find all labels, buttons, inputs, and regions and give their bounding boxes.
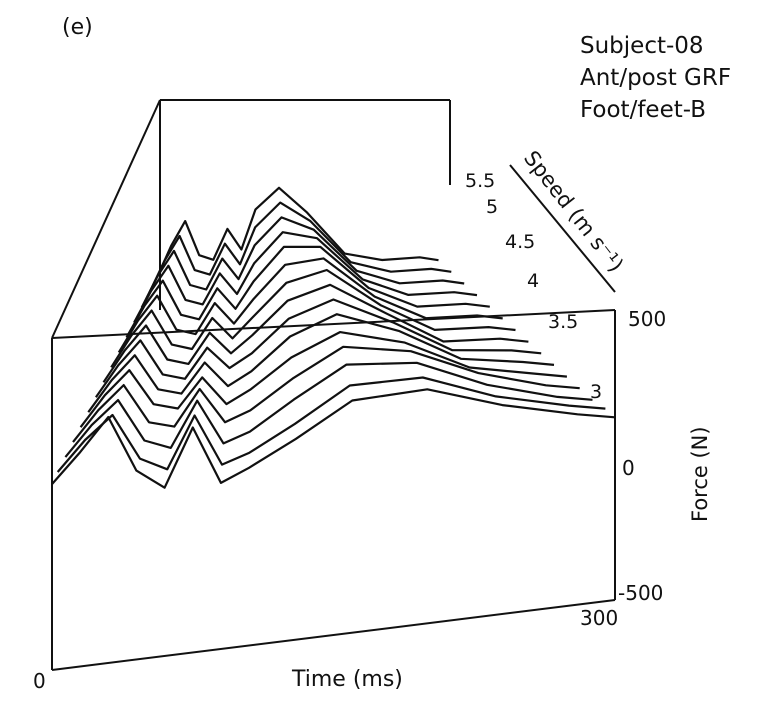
series-line-11 xyxy=(133,231,478,324)
speed-tick-label: 4 xyxy=(527,270,539,292)
measure-label: Ant/post GRF xyxy=(580,65,732,91)
series-line-3 xyxy=(72,345,580,443)
series-line-14 xyxy=(155,186,439,279)
speed-axis xyxy=(509,164,616,293)
subject-label: Subject-08 xyxy=(580,33,704,59)
series-line-2 xyxy=(64,361,593,458)
y-tick-label-0: 0 xyxy=(622,456,635,480)
series-line-0 xyxy=(51,388,616,489)
front-bottom-edge xyxy=(51,599,616,671)
speed-axis-label: Speed (m s⁻¹) xyxy=(519,146,628,276)
series-line-4 xyxy=(79,331,568,428)
series-line-8 xyxy=(110,268,516,368)
series-line-13 xyxy=(148,201,452,294)
plot-frame xyxy=(51,99,616,671)
series-line-1 xyxy=(56,376,606,473)
x-tick-label-0: 0 xyxy=(33,669,46,693)
panel-label: (e) xyxy=(62,15,93,40)
series-line-7 xyxy=(102,283,529,383)
speed-tick-label: 5.5 xyxy=(465,170,495,192)
y-tick-label-500: 500 xyxy=(628,307,666,331)
y-axis-label: Force (N) xyxy=(688,426,712,522)
foot-label: Foot/feet-B xyxy=(580,97,706,123)
speed-tick-label: 3 xyxy=(590,381,602,403)
speed-tick-label: 4.5 xyxy=(505,231,535,253)
left-depth-edge xyxy=(51,99,161,339)
series-line-10 xyxy=(125,245,490,338)
speed-tick-label: 5 xyxy=(486,196,498,218)
speed-tick-labels: 3 3.5 4 4.5 5 5.5 xyxy=(465,170,602,403)
series-line-6 xyxy=(94,298,542,398)
y-tick-label-minus-500: -500 xyxy=(618,581,663,605)
series-line-12 xyxy=(140,216,465,308)
series-line-5 xyxy=(87,313,555,413)
x-tick-label-300: 300 xyxy=(580,606,618,630)
x-axis-label: Time (ms) xyxy=(291,667,403,692)
speed-tick-label: 3.5 xyxy=(548,311,578,333)
front-top-edge xyxy=(51,309,616,339)
info-block: Subject-08 Ant/post GRF Foot/feet-B xyxy=(580,30,731,126)
series-line-9 xyxy=(117,257,503,353)
series-layer xyxy=(51,186,616,489)
